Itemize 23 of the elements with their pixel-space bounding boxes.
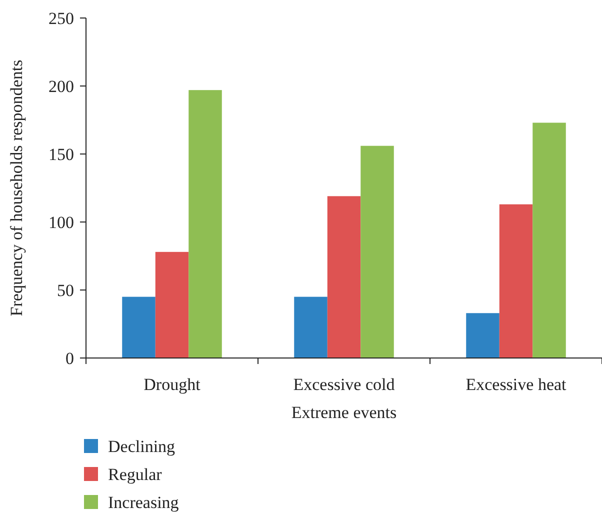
bar	[155, 252, 189, 358]
bar	[499, 204, 533, 358]
x-tick-label: Excessive cold	[293, 375, 396, 394]
y-tick-label: 100	[48, 212, 74, 232]
legend-label: Increasing	[108, 492, 180, 512]
y-tick-label: 150	[48, 144, 74, 164]
y-axis-title: Frequency of households respondents	[7, 60, 26, 316]
y-tick-label: 0	[66, 348, 74, 368]
bar	[122, 296, 156, 358]
x-tick-label: Excessive heat	[466, 375, 567, 394]
bar	[327, 196, 361, 358]
legend-label: Regular	[108, 464, 162, 484]
y-tick-label: 200	[48, 76, 74, 96]
x-tick-label: Drought	[144, 375, 201, 394]
x-axis-title: Extreme events	[291, 403, 397, 422]
y-tick-label: 50	[57, 280, 74, 300]
bar	[466, 313, 500, 358]
bar	[360, 146, 394, 358]
bar	[294, 296, 328, 358]
legend-label: Declining	[108, 436, 176, 456]
bar	[532, 122, 566, 358]
bar	[188, 90, 222, 358]
y-tick-label: 250	[48, 8, 74, 28]
